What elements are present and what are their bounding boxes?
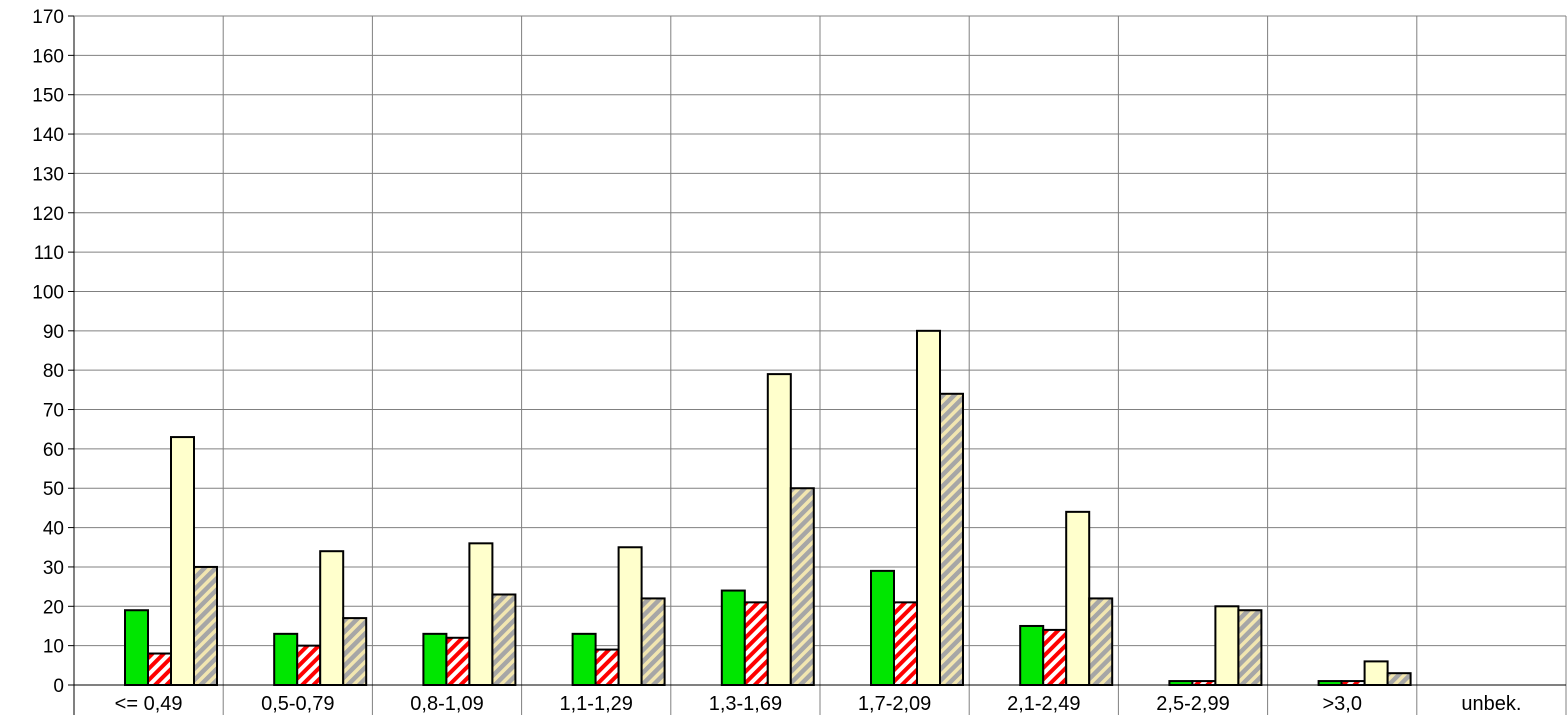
category-label: 2,1-2,49	[1007, 693, 1080, 715]
bar-series3-1	[170, 436, 195, 686]
bar-series3-2	[319, 550, 345, 687]
y-tick-label: 150	[32, 86, 64, 107]
bar-series4-1	[193, 565, 218, 686]
bar-series1-4	[571, 632, 597, 687]
y-tick-labels: 0 10 20 30 40 50 60 70 80 90 100 110 120 130 140 150 160…	[32, 7, 64, 697]
bar-series4-6	[939, 392, 964, 686]
category-label: 1,3-1,69	[709, 693, 782, 715]
bar-series2-2	[296, 644, 322, 686]
bar-series2-6	[893, 601, 918, 686]
bar-series1-2	[273, 632, 299, 687]
gridlines	[74, 15, 1567, 715]
bar-series3-5	[766, 373, 792, 686]
y-tick-label: 0	[53, 676, 64, 697]
bar-series1-6	[870, 569, 895, 686]
bar-series2-1	[147, 652, 172, 686]
bar-series3-8	[1214, 605, 1240, 687]
category-labels: <= 0,49 0,5-0,79 0,8-1,09 1,1-1,29 1,3-1,69 1…	[115, 693, 1522, 715]
bar-series1-3	[422, 632, 448, 687]
y-tick-label: 70	[43, 401, 64, 422]
bar-series3-9	[1363, 660, 1389, 687]
bar-series4-3	[491, 593, 517, 686]
bar-series1-1	[124, 609, 149, 687]
bar-series1-8	[1168, 680, 1194, 686]
bar-series3-7	[1065, 510, 1091, 686]
y-tick-label: 130	[32, 164, 64, 185]
y-tick-label: 120	[32, 204, 64, 225]
bars	[124, 329, 1412, 687]
bar-series1-5	[720, 589, 746, 686]
bar-series2-5	[743, 601, 769, 686]
category-label: 0,8-1,09	[410, 693, 483, 715]
bar-series2-8	[1191, 680, 1217, 686]
category-label: 0,5-0,79	[261, 693, 334, 715]
bar-series4-7	[1088, 597, 1114, 686]
category-label: 1,7-2,09	[858, 693, 931, 715]
y-tick-label: 110	[34, 243, 64, 264]
y-tick-label: 100	[32, 282, 64, 303]
bar-series3-4	[617, 546, 643, 686]
y-tick-label: 60	[43, 440, 64, 461]
bar-series1-9	[1317, 680, 1343, 686]
bar-series4-2	[342, 617, 368, 686]
bar-series2-7	[1042, 628, 1068, 686]
y-tick-label: 50	[43, 479, 64, 500]
y-tick-label: 30	[43, 558, 64, 579]
category-label: unbek.	[1461, 693, 1521, 715]
bar-series4-9	[1386, 672, 1412, 686]
y-tick-label: 40	[43, 519, 64, 540]
bar-series4-8	[1237, 609, 1263, 687]
category-label: >3,0	[1322, 693, 1361, 715]
y-tick-label: 140	[32, 125, 64, 146]
y-tick-label: 80	[43, 361, 64, 382]
bar-series4-4	[640, 597, 666, 686]
bar-series1-7	[1019, 624, 1045, 686]
y-tick-label: 10	[43, 637, 64, 658]
bar-series3-3	[468, 542, 494, 686]
y-tick-label: 160	[32, 46, 64, 67]
bar-series2-9	[1340, 680, 1366, 686]
category-label: 2,5-2,99	[1156, 693, 1229, 715]
bar-series4-5	[789, 487, 815, 686]
bar-series2-3	[445, 636, 471, 687]
category-label: 1,1-1,29	[560, 693, 633, 715]
bar-series3-6	[916, 329, 941, 686]
y-tick-label: 170	[32, 7, 64, 28]
y-tick-label: 20	[43, 597, 64, 618]
bar-series2-4	[594, 648, 620, 686]
axes	[68, 15, 1566, 715]
y-tick-label: 90	[43, 322, 64, 343]
category-label: <= 0,49	[115, 693, 183, 715]
